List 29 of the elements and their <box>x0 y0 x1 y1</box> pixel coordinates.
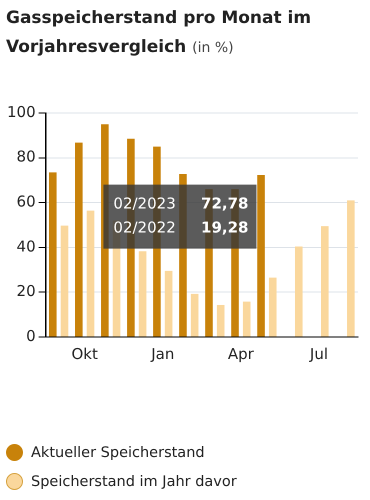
legend-label: Aktueller Speicherstand <box>31 444 205 460</box>
bar <box>294 246 303 336</box>
bar <box>257 175 265 336</box>
text: 02/2022 19,28 <box>113 218 248 237</box>
bar <box>190 294 198 336</box>
bar <box>138 251 146 336</box>
y-tick-label: 100 <box>6 102 36 121</box>
y-tick-label: 80 <box>16 148 36 166</box>
bar <box>216 304 224 336</box>
bar <box>60 226 68 336</box>
bar <box>242 302 251 336</box>
bar <box>268 278 277 336</box>
x-tick-label: Jul <box>308 344 328 363</box>
bar <box>321 226 329 336</box>
text: 02/2023 72,78 <box>113 194 248 213</box>
bar <box>86 210 94 336</box>
x-tick-label: Apr <box>228 344 255 363</box>
bar <box>48 172 57 336</box>
bar <box>164 270 172 336</box>
chart-subtitle: (in %) <box>192 40 234 56</box>
y-tick-label: 0 <box>26 326 36 345</box>
y-tick-label: 40 <box>16 237 36 256</box>
x-tick-label: Okt <box>71 344 98 363</box>
y-tick-label: 20 <box>16 282 36 300</box>
y-tick-label: 60 <box>16 192 36 210</box>
x-tick-label: Jan <box>150 344 174 363</box>
bar <box>347 200 355 336</box>
bar <box>75 142 83 336</box>
legend-label: Speicherstand im Jahr davor <box>31 474 237 490</box>
